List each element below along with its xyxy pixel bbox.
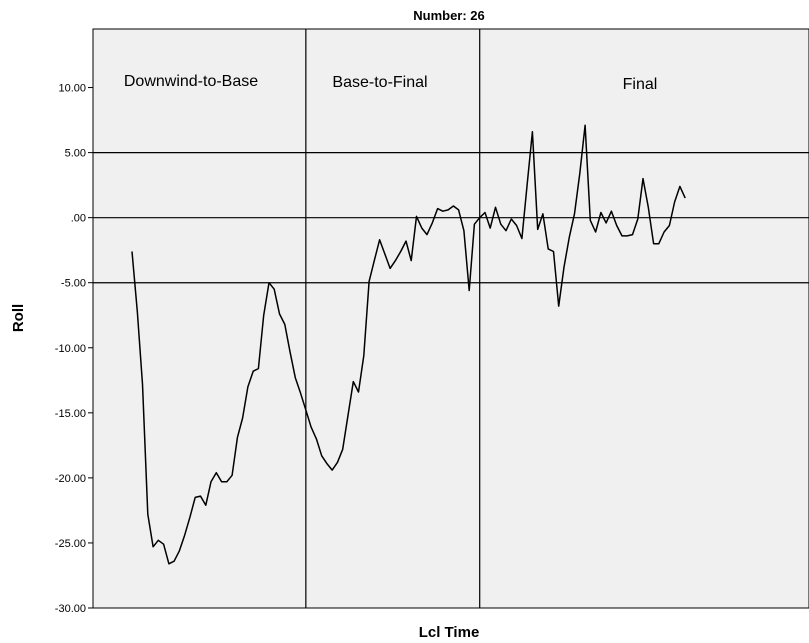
x-axis-label: Lcl Time xyxy=(419,624,480,641)
chart-title: Number: 26 xyxy=(413,8,485,23)
y-axis-label: Roll xyxy=(10,304,27,332)
y-tick-label: -15.00 xyxy=(55,408,86,420)
region-label-base-to-final: Base-to-Final xyxy=(332,74,427,91)
y-tick-label: -30.00 xyxy=(55,603,86,615)
y-tick-label: 10.00 xyxy=(58,83,86,95)
reference-lines xyxy=(93,152,809,284)
y-tick-label: -5.00 xyxy=(61,278,86,290)
y-tick-label: -20.00 xyxy=(55,473,86,485)
y-axis-ticks: 10.00 5.00 .00 -5.00 -10.00 -15.00 -20.00 -25.0… xyxy=(55,83,93,615)
region-label-downwind-to-base: Downwind-to-Base xyxy=(124,73,258,90)
y-tick-label: -25.00 xyxy=(55,538,86,550)
y-tick-label: 5.00 xyxy=(65,148,86,160)
region-boundaries xyxy=(305,29,481,608)
roll-series-line xyxy=(131,124,686,565)
region-label-final: Final xyxy=(623,76,658,93)
y-tick-label: -10.00 xyxy=(55,343,86,355)
plot-area xyxy=(92,28,809,609)
region-labels: Downwind-to-Base Base-to-Final Final xyxy=(124,73,657,93)
y-tick-label: .00 xyxy=(71,213,86,225)
